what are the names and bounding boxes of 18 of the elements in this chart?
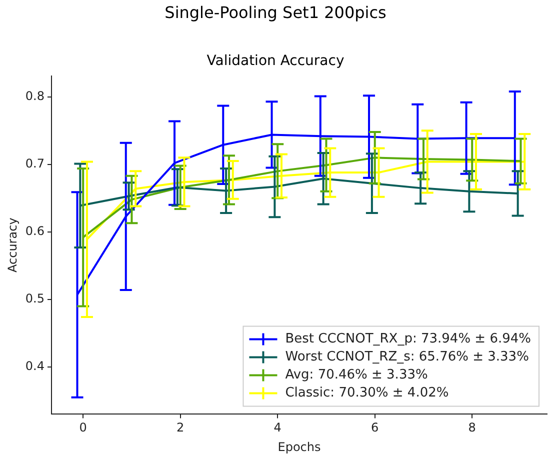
y-tick-label: 0.4 <box>25 359 44 374</box>
x-tick-label: 6 <box>371 420 379 435</box>
chart-subtitle: Validation Accuracy <box>206 53 344 70</box>
legend-label: Worst CCNOT_RZ_s: 65.76% ± 3.33% <box>285 350 529 365</box>
chart-title: Single-Pooling Set1 200pics <box>164 2 386 22</box>
x-tick-label: 8 <box>468 420 476 435</box>
y-axis-title: Accuracy <box>5 218 20 272</box>
x-tick-label: 0 <box>79 420 87 435</box>
x-axis-title: Epochs <box>278 440 321 454</box>
x-tick-label: 4 <box>274 420 282 435</box>
y-tick-label: 0.6 <box>25 224 44 238</box>
y-tick-label: 0.7 <box>25 156 44 171</box>
y-tick-label: 0.5 <box>25 292 44 306</box>
x-tick-label: 2 <box>176 420 184 435</box>
legend-label: Classic: 70.30% ± 4.02% <box>285 386 449 401</box>
legend-label: Avg: 70.46% ± 3.33% <box>285 368 428 383</box>
legend-label: Best CCCNOT_RX_p: 73.94% ± 6.94% <box>285 332 532 347</box>
y-tick-label: 0.8 <box>25 89 44 104</box>
